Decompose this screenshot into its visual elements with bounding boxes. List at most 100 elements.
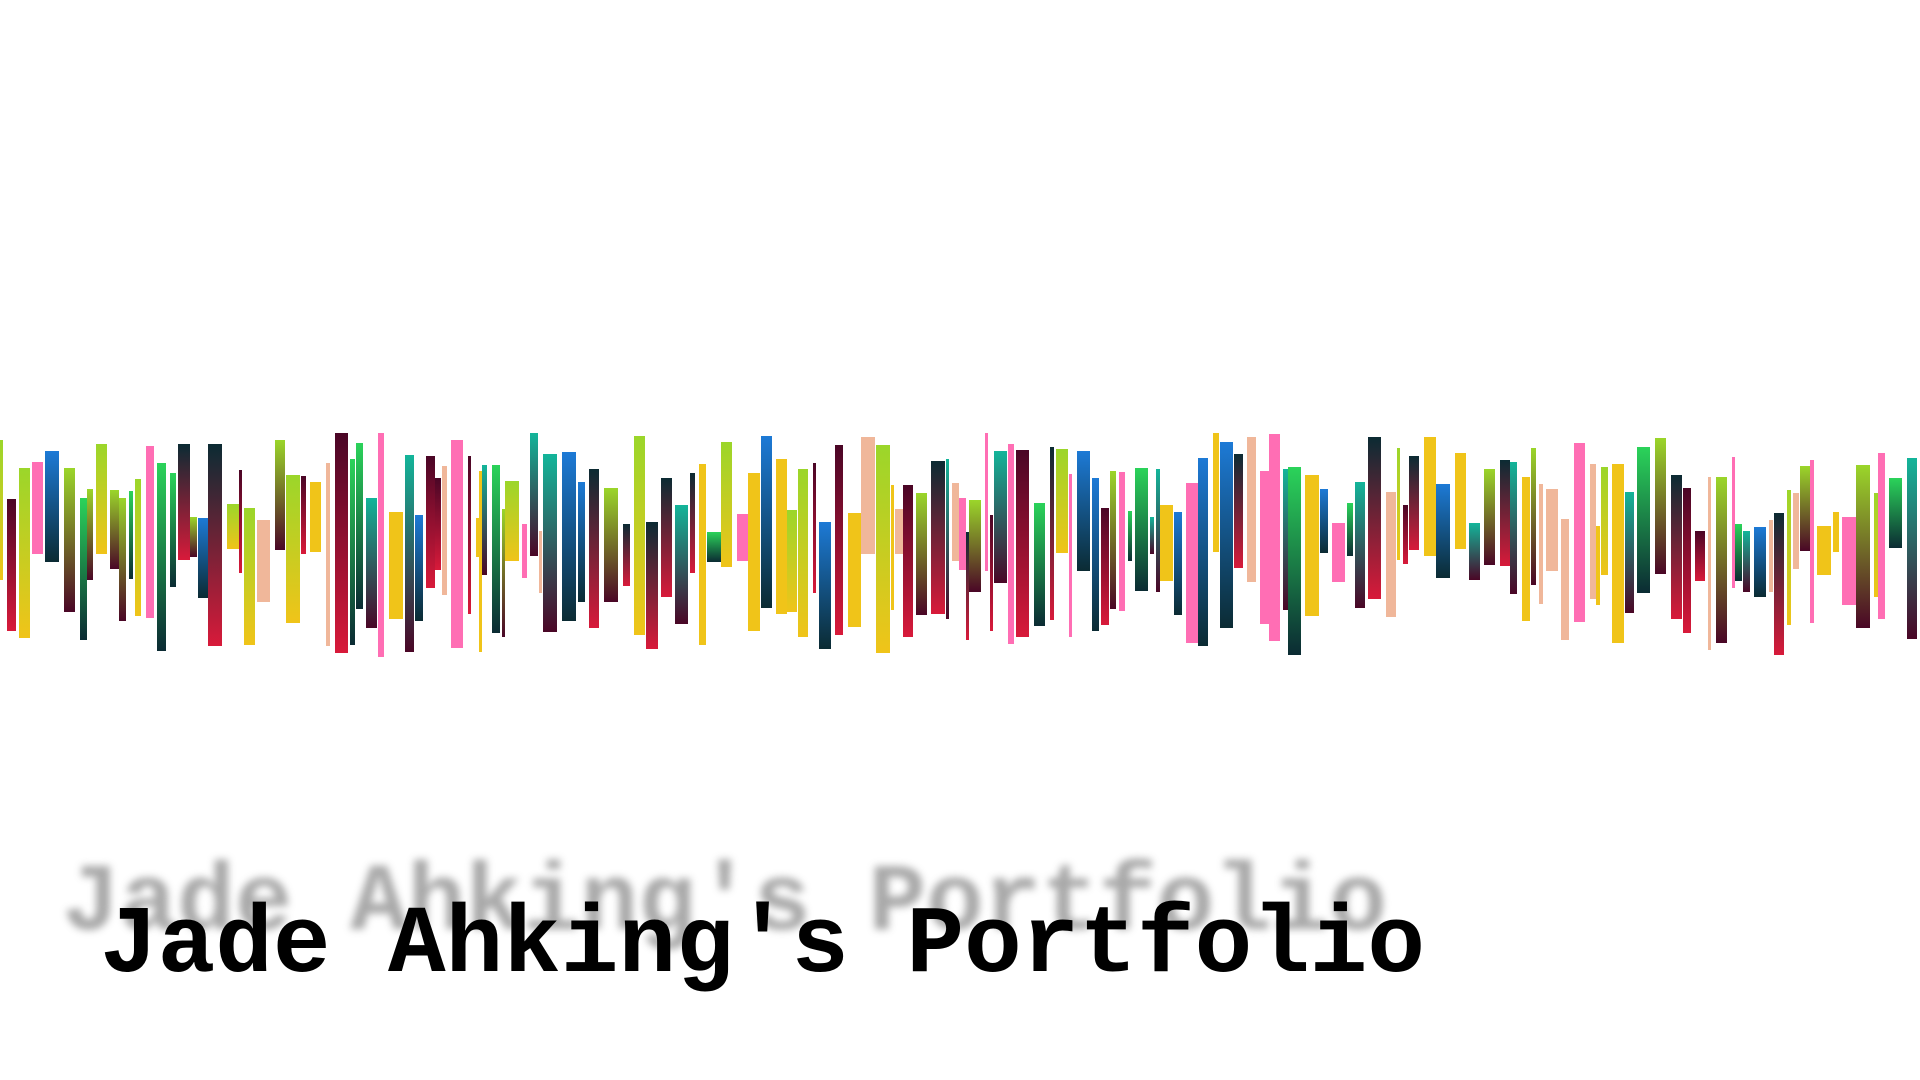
waveform-bar — [1787, 489, 1791, 626]
waveform-bar — [543, 454, 557, 633]
waveform-bar — [1889, 478, 1902, 549]
waveform-bar — [335, 432, 348, 653]
waveform-bar — [1590, 464, 1596, 600]
waveform-bar — [1077, 450, 1090, 571]
waveform-bar — [699, 463, 706, 645]
waveform-bar — [1424, 436, 1436, 556]
waveform-bar — [1034, 503, 1045, 627]
waveform-bar — [798, 469, 808, 638]
audio-waveform-visualizer — [0, 400, 1920, 680]
waveform-bar — [1368, 437, 1381, 599]
waveform-bar — [326, 463, 330, 647]
waveform-bar — [1409, 456, 1419, 550]
waveform-bar — [1671, 475, 1682, 620]
waveform-bar — [1234, 454, 1243, 569]
waveform-bar — [1695, 531, 1705, 581]
waveform-bar — [1347, 503, 1353, 557]
waveform-bar — [1546, 488, 1558, 572]
waveform-bar — [1769, 520, 1773, 593]
waveform-bar — [1174, 512, 1182, 615]
waveform-bar — [505, 481, 519, 562]
waveform-bar — [32, 462, 43, 554]
waveform-bar — [1288, 466, 1301, 656]
waveform-bar — [310, 482, 321, 552]
waveform-bar — [492, 464, 500, 634]
waveform-bar — [1793, 492, 1799, 570]
waveform-bar — [761, 436, 772, 609]
waveform-bar — [1455, 452, 1466, 550]
waveform-bar — [1355, 481, 1365, 608]
waveform-bar — [1135, 467, 1148, 591]
waveform-bar — [1716, 477, 1727, 643]
waveform-bar — [301, 475, 306, 554]
waveform-bar — [244, 508, 255, 646]
waveform-bar — [1150, 516, 1154, 554]
waveform-bar — [1119, 471, 1125, 612]
waveform-bar — [1269, 433, 1280, 641]
waveform-bar — [1260, 470, 1269, 625]
waveform-bar — [578, 482, 585, 603]
waveform-bar — [1655, 438, 1666, 575]
waveform-bar — [0, 439, 3, 580]
waveform-bar — [64, 467, 75, 612]
waveform-bar — [1469, 523, 1480, 580]
waveform-bar — [1305, 474, 1319, 617]
waveform-bar — [1683, 487, 1691, 633]
waveform-bar — [562, 451, 576, 621]
waveform-bar — [45, 451, 59, 562]
waveform-bar — [1833, 511, 1839, 552]
waveform-bar — [1436, 484, 1450, 579]
waveform-bar — [1156, 468, 1160, 593]
waveform-bar — [604, 488, 618, 602]
waveform-bar — [1069, 474, 1072, 638]
waveform-bar — [1213, 432, 1219, 553]
waveform-bar — [476, 518, 479, 557]
waveform-bar — [1510, 462, 1517, 595]
waveform-bar — [1856, 464, 1870, 628]
waveform-bar — [1800, 466, 1810, 552]
waveform-bar — [227, 504, 239, 550]
waveform-bar — [721, 442, 732, 567]
waveform-bar — [1220, 442, 1233, 628]
waveform-bar — [737, 514, 748, 561]
waveform-bar — [895, 509, 903, 555]
waveform-bar — [813, 462, 816, 593]
waveform-bar — [1050, 447, 1054, 621]
waveform-bar — [146, 445, 154, 618]
waveform-bar — [707, 531, 721, 563]
waveform-bar — [1601, 466, 1608, 575]
waveform-bar — [1907, 458, 1917, 640]
waveform-bar — [1539, 484, 1543, 604]
waveform-bar — [931, 460, 945, 615]
waveform-bar — [1732, 456, 1735, 588]
waveform-bar — [190, 516, 197, 557]
waveform-bar — [178, 444, 190, 561]
waveform-bar — [1056, 449, 1068, 553]
waveform-bar — [903, 485, 913, 637]
waveform-bar — [350, 459, 355, 646]
waveform-bar — [119, 497, 126, 622]
waveform-bar — [1637, 446, 1650, 593]
waveform-bar — [1735, 524, 1742, 582]
waveform-bar — [748, 472, 760, 631]
waveform-bar — [1774, 513, 1784, 655]
waveform-bar — [378, 433, 384, 658]
waveform-bar — [1128, 511, 1132, 561]
waveform-bar — [1574, 443, 1585, 622]
waveform-bar — [479, 471, 482, 653]
waveform-bar — [966, 531, 969, 640]
waveform-bar — [1817, 526, 1831, 575]
waveform-bar — [1484, 468, 1495, 566]
waveform-bar — [239, 470, 242, 574]
waveform-bar — [257, 520, 270, 602]
waveform-bar — [1708, 476, 1711, 651]
waveform-bar — [530, 432, 538, 557]
waveform-bar — [170, 473, 176, 587]
waveform-bar — [405, 454, 414, 653]
waveform-bar — [990, 514, 993, 632]
waveform-bar — [442, 466, 447, 596]
waveform-bar — [675, 504, 688, 624]
waveform-bar — [776, 458, 787, 614]
page-title: Jade Ahking's Portfolio — [100, 891, 1426, 1000]
waveform-bar — [157, 463, 166, 652]
